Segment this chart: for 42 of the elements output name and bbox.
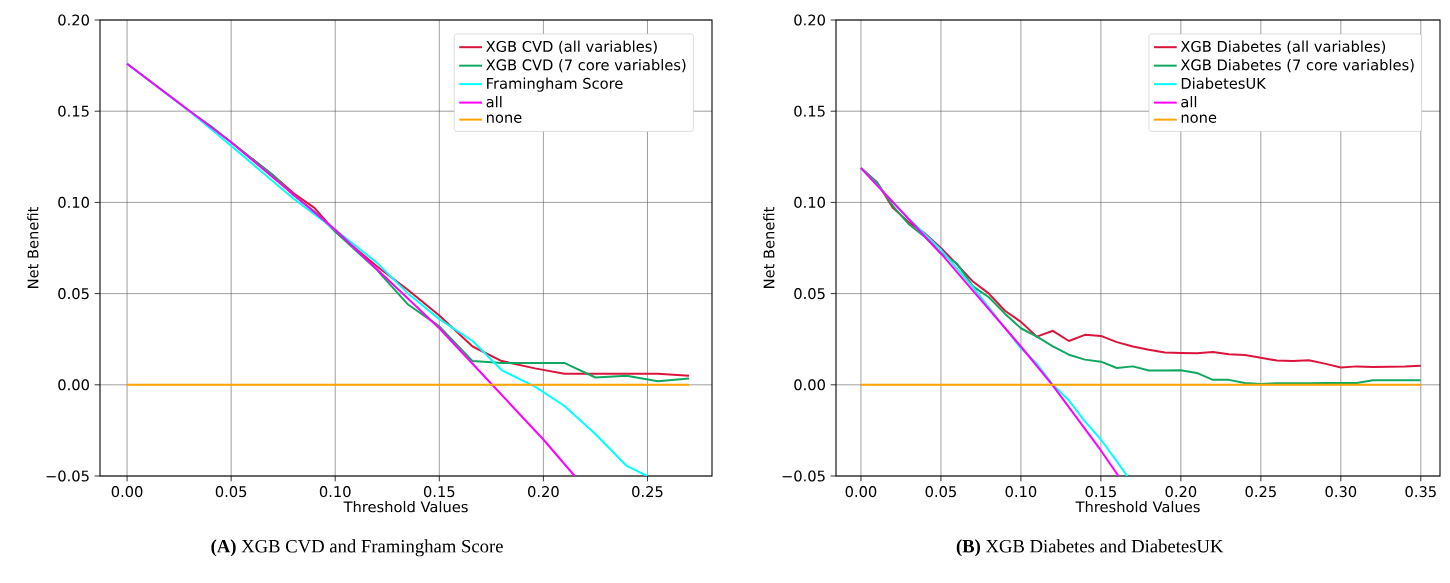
y-tick-label: 0.10 — [794, 196, 825, 208]
y-tick-label: −0.05 — [46, 470, 89, 482]
legend-label: XGB Diabetes (all variables) — [1180, 40, 1386, 54]
legend-label: DiabetesUK — [1181, 77, 1267, 89]
x-tick-label: 0.30 — [1325, 486, 1357, 498]
legend-label: XGB Diabetes (7 core variables) — [1180, 59, 1414, 73]
y-tick-label: 0.05 — [58, 288, 89, 300]
legend-label: XGB CVD (all variables) — [486, 40, 657, 54]
y-tick-label: 0.05 — [794, 288, 825, 300]
y-tick-label: 0.15 — [58, 105, 89, 117]
x-tick-label: 0.25 — [1245, 486, 1276, 498]
x-tick-label: 0.35 — [1405, 486, 1436, 498]
x-tick-label: 0.10 — [319, 486, 351, 498]
legend-label: XGB CVD (7 core variables) — [486, 59, 686, 73]
y-axis-title: Net Benefit — [763, 206, 775, 288]
x-tick-label: 0.05 — [925, 486, 956, 498]
y-axis-title: Net Benefit — [27, 206, 39, 288]
y-tick-label: 0.00 — [58, 379, 89, 391]
x-axis-title: Threshold Values — [343, 500, 468, 513]
x-tick-label: 0.15 — [1085, 486, 1116, 498]
y-tick-label: 0.20 — [58, 14, 89, 26]
text: (A) XGB CVD and Framingham Score — [211, 539, 503, 557]
x-tick-label: 0.25 — [632, 486, 663, 498]
legend-label: Framingham Score — [487, 77, 623, 92]
x-tick-label: 0.00 — [845, 486, 877, 498]
x-axis-title: Threshold Values — [1075, 500, 1200, 513]
x-tick-label: 0.05 — [215, 486, 247, 498]
x-tick-label: 0.20 — [1165, 486, 1197, 498]
y-tick-label: 0.10 — [58, 196, 89, 208]
x-tick-label: 0.10 — [1005, 486, 1037, 498]
legend-label: none — [487, 114, 522, 123]
y-tick-label: −0.05 — [782, 470, 825, 482]
legend-label: none — [1181, 114, 1217, 123]
legend-label: all — [1181, 96, 1197, 108]
legend-label: all — [486, 96, 502, 108]
text: (B) XGB Diabetes and DiabetesUK — [956, 539, 1224, 557]
y-tick-label: 0.00 — [794, 379, 825, 391]
x-tick-label: 0.00 — [111, 486, 143, 498]
y-tick-label: 0.15 — [794, 105, 825, 117]
y-tick-label: 0.20 — [794, 14, 825, 26]
x-tick-label: 0.15 — [423, 486, 455, 498]
x-tick-label: 0.20 — [528, 486, 559, 498]
